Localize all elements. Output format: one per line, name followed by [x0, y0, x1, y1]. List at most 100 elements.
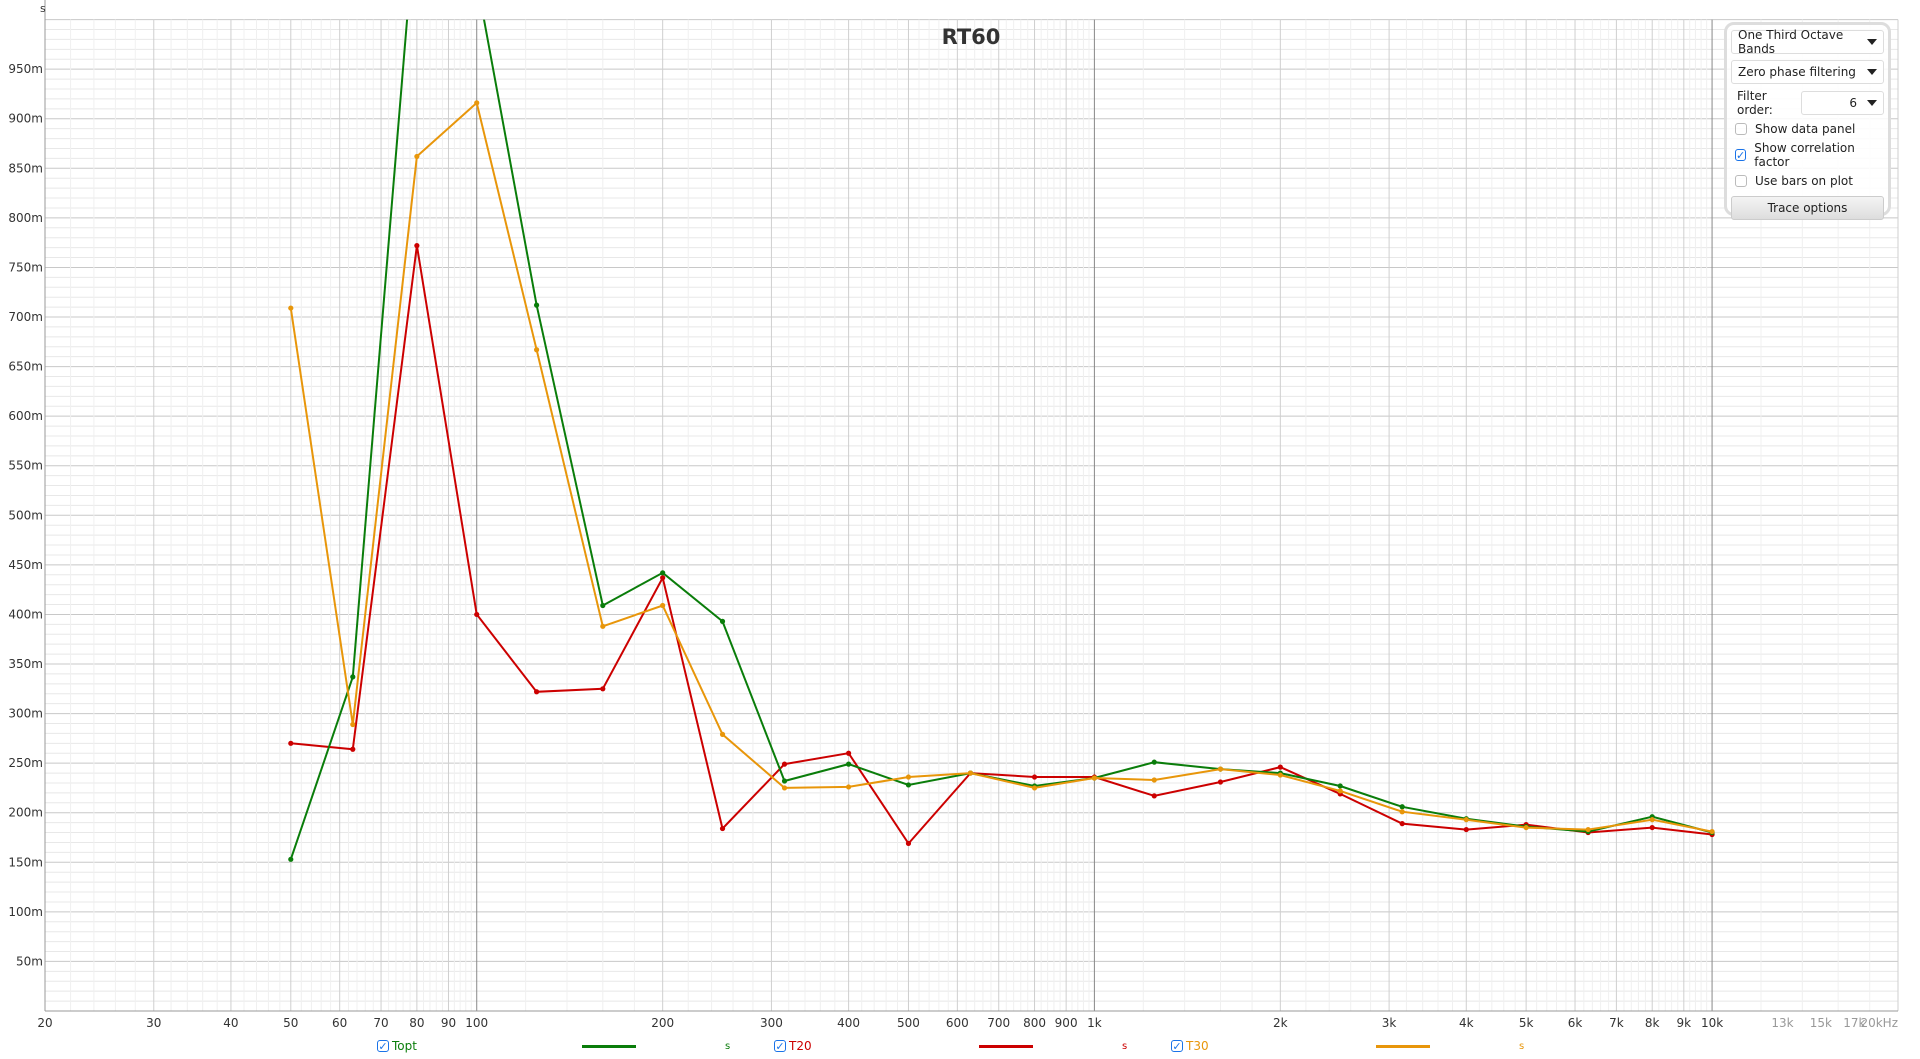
data-point-T30: [1337, 788, 1343, 794]
x-tick-label: 900: [1055, 1016, 1078, 1030]
filter-select[interactable]: Zero phase filtering: [1731, 60, 1884, 84]
band-select-value: One Third Octave Bands: [1738, 28, 1844, 56]
grid: [44, 19, 1899, 1011]
legend-label: Topt: [392, 1039, 417, 1053]
x-tick-label: 30: [146, 1016, 161, 1030]
x-tick-label: 600: [946, 1016, 969, 1030]
data-point-T20: [781, 761, 788, 767]
x-tick-label: 7k: [1609, 1016, 1624, 1030]
x-tick-label: 300: [760, 1016, 783, 1030]
data-point-T20: [1151, 793, 1157, 799]
data-point-T30: [1399, 809, 1405, 815]
y-tick-label: 50m: [16, 954, 43, 968]
y-tick-label: 150m: [8, 855, 43, 869]
x-tick-label: 17k: [1843, 1016, 1865, 1030]
checkbox-label: Show correlation factor: [1754, 141, 1855, 169]
data-point-T20: [1463, 826, 1469, 833]
data-point-Topt: [905, 782, 912, 788]
data-point-Topt: [1337, 783, 1343, 789]
y-tick-label: 550m: [8, 459, 43, 473]
legend-unit: s: [1519, 1040, 1525, 1052]
x-tick-label: 13k: [1771, 1016, 1793, 1030]
x-tick-label: 3k: [1382, 1016, 1397, 1030]
band-select[interactable]: One Third Octave Bands: [1731, 28, 1884, 56]
use-bars-checkbox[interactable]: Use bars on plot: [1731, 168, 1884, 194]
legend-swatch: [979, 1044, 1033, 1048]
data-point-T20: [1649, 824, 1655, 831]
checkbox-label: Use bars on plot: [1755, 174, 1853, 188]
x-tick-label: 20kHz: [1860, 1016, 1898, 1030]
x-tick-label: 90: [441, 1016, 456, 1030]
show-correlation-checkbox[interactable]: ✓ Show correlation factor: [1731, 141, 1884, 169]
data-point-T30: [781, 785, 788, 791]
y-tick-label: 350m: [8, 657, 43, 671]
x-tick-label: 700: [987, 1016, 1010, 1030]
data-point-T30: [288, 305, 294, 311]
data-point-T20: [1399, 821, 1405, 827]
data-point-Topt: [660, 570, 666, 576]
show-data-panel-checkbox[interactable]: Show data panel: [1731, 116, 1884, 142]
data-point-T30: [846, 784, 852, 790]
checkbox-icon: [1735, 123, 1747, 135]
data-point-T20: [1217, 779, 1224, 785]
data-point-T20: [474, 611, 480, 618]
data-point-T30: [1091, 775, 1097, 781]
legend-checkbox-checked-icon[interactable]: ✓: [1171, 1039, 1183, 1053]
data-point-T20: [1031, 774, 1038, 780]
data-point-T20: [660, 575, 666, 581]
series-T30: [288, 100, 1715, 835]
legend-item-Topt: ✓ Topt s: [377, 1039, 730, 1053]
x-tick-label: 80: [409, 1016, 424, 1030]
legend-item-T20: ✓ T20 s: [774, 1039, 1127, 1053]
checkbox-icon: [1735, 175, 1747, 187]
filter-select-value: Zero phase filtering: [1738, 65, 1856, 79]
y-tick-label: 900m: [8, 112, 43, 126]
filter-order-select[interactable]: 6: [1801, 91, 1884, 115]
data-point-T20: [533, 689, 540, 695]
y-tick-label: 250m: [8, 756, 43, 770]
legend-checkbox-checked-icon[interactable]: ✓: [774, 1039, 786, 1053]
data-point-Topt: [600, 602, 606, 609]
series-line-T30: [289, 101, 1713, 833]
y-tick-label: 950m: [8, 62, 43, 76]
x-tick-label: 4k: [1459, 1016, 1474, 1030]
x-tick-label: 40: [223, 1016, 238, 1030]
x-tick-label: 800: [1023, 1016, 1046, 1030]
chart-title: RT60: [942, 25, 1001, 49]
data-point-T20: [905, 840, 912, 847]
x-tick-label: 70: [373, 1016, 388, 1030]
series-T20: [288, 243, 1715, 847]
data-point-T30: [1151, 777, 1157, 783]
data-point-T30: [1523, 824, 1529, 831]
x-tick-label: 5k: [1519, 1016, 1534, 1030]
data-point-T30: [1031, 785, 1038, 791]
filter-order-value: 6: [1849, 96, 1857, 110]
data-point-T30: [600, 623, 606, 629]
data-point-T20: [350, 746, 356, 752]
data-point-T30: [1463, 817, 1469, 823]
series: [288, 19, 1715, 862]
data-point-T30: [719, 731, 726, 737]
data-point-T30: [533, 347, 540, 353]
data-point-T30: [905, 774, 912, 780]
chevron-down-icon: [1867, 39, 1877, 45]
data-point-Topt: [1399, 804, 1405, 810]
data-point-T30: [1649, 817, 1655, 823]
data-point-T20: [600, 686, 606, 692]
x-tick-label: 20: [37, 1016, 52, 1030]
x-tick-label: 200: [651, 1016, 674, 1030]
axes: 50m 100m 150m 200m 250m 300m 350m 400m 450m 500m 5…: [8, 0, 1898, 1030]
y-tick-label: 500m: [8, 508, 43, 522]
legend-checkbox-checked-icon[interactable]: ✓: [377, 1039, 389, 1053]
y-tick-label: 800m: [8, 211, 43, 225]
control-panel: One Third Octave Bands Zero phase filter…: [1724, 22, 1891, 220]
x-tick-label: 15k: [1810, 1016, 1832, 1030]
data-point-T30: [414, 153, 420, 160]
trace-options-button[interactable]: Trace options: [1731, 196, 1884, 220]
data-point-Topt: [719, 618, 726, 624]
data-point-Topt: [533, 302, 540, 308]
data-point-T30: [660, 602, 666, 609]
y-tick-label: 650m: [8, 360, 43, 374]
y-tick-label: 850m: [8, 161, 43, 175]
data-point-Topt: [781, 778, 788, 784]
